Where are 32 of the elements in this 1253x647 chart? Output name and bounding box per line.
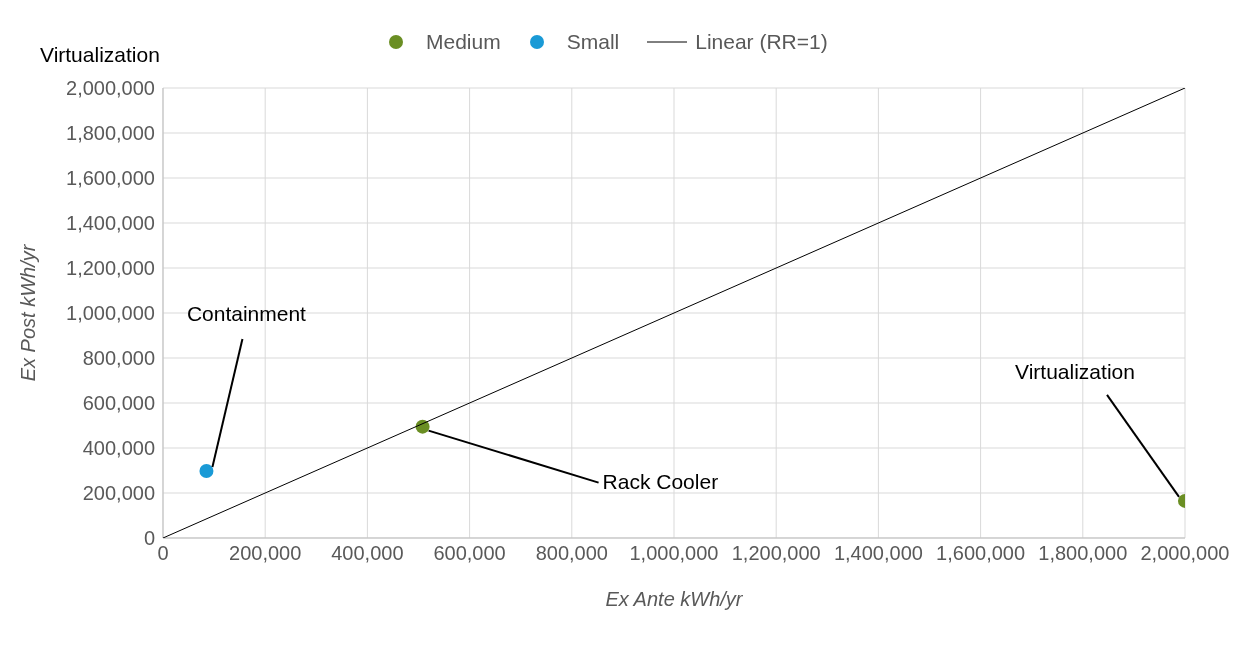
x-tick-label: 1,800,000 (1038, 542, 1128, 565)
y-tick-label: 800,000 (82, 347, 155, 370)
y-tick-label: 1,200,000 (66, 257, 155, 280)
x-tick-label: 1,000,000 (629, 542, 719, 565)
x-tick-label: 800,000 (535, 542, 608, 565)
x-tick-label: 0 (157, 542, 169, 565)
y-tick-label: 400,000 (82, 437, 155, 460)
annotation: Rack Cooler (602, 469, 719, 493)
y-axis-title: Ex Post kWh/yr (17, 243, 40, 382)
x-tick-label: 600,000 (433, 542, 506, 565)
y-tick-label: 0 (143, 527, 155, 550)
y-tick-label: 1,800,000 (66, 122, 155, 145)
x-tick-label: 1,200,000 (731, 542, 821, 565)
legend-label: Medium (426, 30, 501, 54)
y-tick-label: 600,000 (82, 392, 155, 415)
y-tick-label: 1,600,000 (66, 167, 155, 190)
x-tick-label: 1,400,000 (833, 542, 923, 565)
annotation: Virtualization (1015, 359, 1135, 383)
x-tick-label: 400,000 (331, 542, 404, 565)
x-tick-label: 1,600,000 (936, 542, 1026, 565)
legend-label: Small (566, 30, 620, 54)
annotation: Containment (186, 301, 307, 325)
y-tick-label: 1,000,000 (66, 302, 155, 325)
legend-label: Linear (RR=1) (695, 30, 828, 54)
y-tick-label: 2,000,000 (66, 77, 155, 100)
y-tick-label: 200,000 (82, 482, 155, 505)
x-tick-label: 200,000 (229, 542, 302, 565)
point (199, 463, 214, 478)
chart-title: Virtualization (40, 43, 160, 67)
x-tick-label: 2,000,000 (1140, 542, 1230, 565)
y-tick-label: 1,400,000 (66, 212, 155, 235)
x-axis-title: Ex Ante kWh/yr (605, 588, 744, 610)
